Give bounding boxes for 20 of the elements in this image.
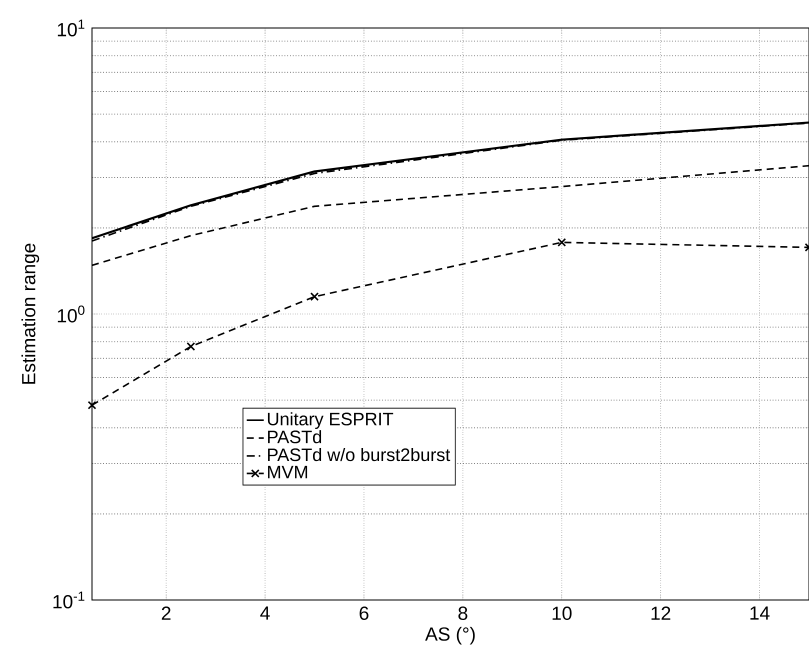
legend-label: MVM <box>268 466 308 478</box>
x-tick-label: 10 <box>552 606 572 620</box>
x-tick-label: 14 <box>750 606 770 620</box>
y-axis-title: Estimation range <box>21 244 40 384</box>
x-tick-label: 6 <box>360 606 368 620</box>
point <box>557 238 566 247</box>
y-tick-label: 10$^{0}$ <box>58 306 84 322</box>
legend-label: PASTd w/o burst2burst <box>268 448 450 462</box>
x-tick-label: 8 <box>458 606 468 620</box>
x-axis-title: AS (°) <box>425 626 475 645</box>
x-tick-label: 4 <box>260 606 270 620</box>
point <box>186 342 196 351</box>
y-tick-label: 10$^{-1}$ <box>53 592 84 608</box>
legend-label: PASTd <box>268 430 322 444</box>
legend-label: Unitary ESPRIT <box>268 412 394 429</box>
point <box>88 400 96 410</box>
x-tick-label: 2 <box>162 606 170 620</box>
y-tick-label: 10$^{1}$ <box>58 20 84 36</box>
point <box>310 292 319 301</box>
x-tick-label: 12 <box>652 606 670 620</box>
